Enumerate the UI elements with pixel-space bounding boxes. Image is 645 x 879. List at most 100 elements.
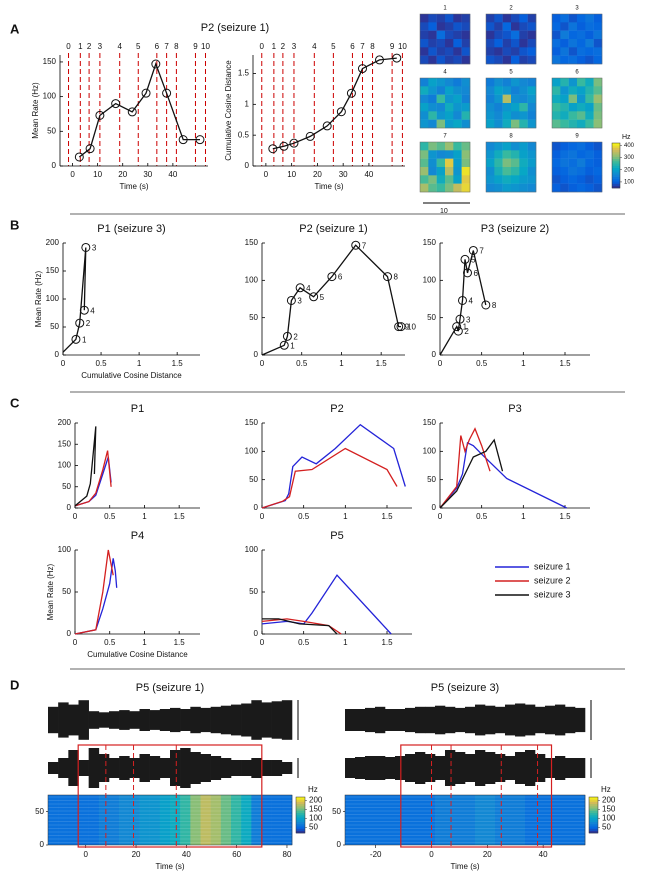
heat-cell bbox=[436, 150, 446, 159]
heat-cell bbox=[461, 183, 471, 193]
heat-cell bbox=[519, 39, 528, 48]
heat-cell bbox=[453, 119, 462, 129]
heat-cell bbox=[420, 39, 429, 48]
eeg-envelope bbox=[159, 758, 171, 778]
heat-cell bbox=[502, 183, 512, 193]
y-tick-label: 150 bbox=[46, 266, 60, 275]
legend-label: seizure 3 bbox=[534, 589, 571, 599]
heat-cell bbox=[593, 175, 603, 184]
y-tick-label: 50 bbox=[249, 475, 258, 484]
heat-cell bbox=[577, 103, 586, 112]
heat-cell bbox=[461, 142, 471, 151]
frame-border bbox=[551, 141, 603, 193]
spectrogram-column bbox=[555, 795, 566, 845]
eeg-envelope bbox=[149, 710, 161, 730]
x-tick-label: 1 bbox=[142, 512, 147, 521]
eeg-envelope bbox=[78, 760, 89, 776]
spectrogram-column bbox=[261, 795, 272, 845]
spectrogram-column bbox=[149, 795, 161, 845]
panel-label: A bbox=[10, 21, 20, 36]
y-tick-label: 0 bbox=[245, 161, 250, 170]
y-tick-label: 50 bbox=[35, 807, 44, 816]
segment-label: 5 bbox=[136, 42, 141, 51]
x-tick-label: 0.5 bbox=[104, 638, 116, 647]
heat-cell bbox=[453, 167, 462, 176]
colorbar-label: Hz bbox=[308, 785, 318, 794]
y-tick-label: 50 bbox=[249, 313, 258, 322]
eeg-envelope bbox=[475, 750, 486, 786]
heat-cell bbox=[445, 78, 454, 87]
x-tick-label: 80 bbox=[283, 850, 292, 859]
spectrogram-column bbox=[545, 795, 556, 845]
heat-cell bbox=[428, 47, 437, 56]
heat-cell bbox=[585, 55, 594, 65]
colorbar-step bbox=[612, 152, 620, 155]
heat-cell bbox=[585, 150, 594, 159]
heat-cell bbox=[445, 103, 454, 112]
heat-cell bbox=[552, 142, 561, 151]
heat-cell bbox=[502, 30, 512, 40]
colorbar-step bbox=[296, 815, 305, 818]
heat-cell bbox=[593, 39, 603, 48]
x-tick-label: 10 bbox=[93, 170, 102, 179]
colorbar-step bbox=[296, 819, 305, 823]
marker bbox=[453, 326, 463, 336]
x-axis-label: Time (s) bbox=[155, 862, 184, 871]
heat-cell bbox=[420, 94, 429, 104]
colorbar-step bbox=[589, 821, 598, 825]
x-tick-label: 0.5 bbox=[476, 359, 488, 368]
heat-cell bbox=[428, 183, 437, 193]
heat-cell bbox=[461, 119, 471, 129]
heat-cell bbox=[436, 94, 446, 104]
heat-cell bbox=[502, 86, 512, 95]
spectrogram-column bbox=[58, 795, 69, 845]
spectrogram-column bbox=[231, 795, 242, 845]
heat-cell bbox=[560, 78, 569, 87]
eeg-envelope bbox=[261, 760, 272, 776]
colorbar-step bbox=[612, 156, 620, 160]
x-tick-label: 0 bbox=[70, 170, 75, 179]
heat-cell bbox=[494, 119, 503, 129]
segment-label: 4 bbox=[312, 42, 317, 51]
heat-cell bbox=[593, 150, 603, 159]
point-label: 7 bbox=[362, 241, 367, 250]
heat-cell bbox=[585, 183, 594, 193]
x-tick-label: 0 bbox=[61, 359, 66, 368]
point-label: 8 bbox=[492, 301, 497, 310]
marker bbox=[268, 144, 278, 154]
marker bbox=[279, 141, 289, 151]
heat-cell bbox=[568, 22, 578, 31]
heat-cell bbox=[428, 86, 437, 95]
heat-cell bbox=[453, 78, 462, 87]
x-tick-label: 20 bbox=[132, 850, 141, 859]
heat-cell bbox=[486, 55, 495, 65]
spectrogram-column bbox=[375, 795, 386, 845]
y-tick-label: 50 bbox=[427, 475, 436, 484]
heat-cell bbox=[494, 175, 503, 184]
eeg-envelope bbox=[445, 750, 456, 786]
colorbar-tick-label: 300 bbox=[624, 155, 635, 161]
heat-cell bbox=[511, 22, 520, 31]
frame-border bbox=[485, 13, 537, 65]
heat-cell bbox=[511, 14, 520, 23]
colorbar-step bbox=[589, 810, 598, 814]
series-line bbox=[74, 549, 114, 635]
heat-cell bbox=[494, 78, 503, 87]
y-tick-label: 100 bbox=[46, 294, 60, 303]
heat-cell bbox=[577, 111, 586, 120]
segment-label: 9 bbox=[193, 42, 198, 51]
heat-cell bbox=[585, 103, 594, 112]
heat-cell bbox=[494, 103, 503, 112]
point-label: 4 bbox=[90, 306, 95, 315]
heat-cell bbox=[502, 111, 512, 120]
chart-title: P2 bbox=[330, 403, 343, 415]
chart-title: P3 (seizure 2) bbox=[481, 223, 549, 235]
segment-label: 6 bbox=[155, 42, 160, 51]
y-tick-label: 150 bbox=[423, 238, 437, 247]
heat-cell bbox=[560, 39, 569, 48]
heat-cell bbox=[527, 94, 537, 104]
point-label: 2 bbox=[293, 332, 298, 341]
point-label: 5 bbox=[320, 293, 325, 302]
heat-cell bbox=[527, 78, 537, 87]
eeg-envelope bbox=[555, 756, 566, 780]
